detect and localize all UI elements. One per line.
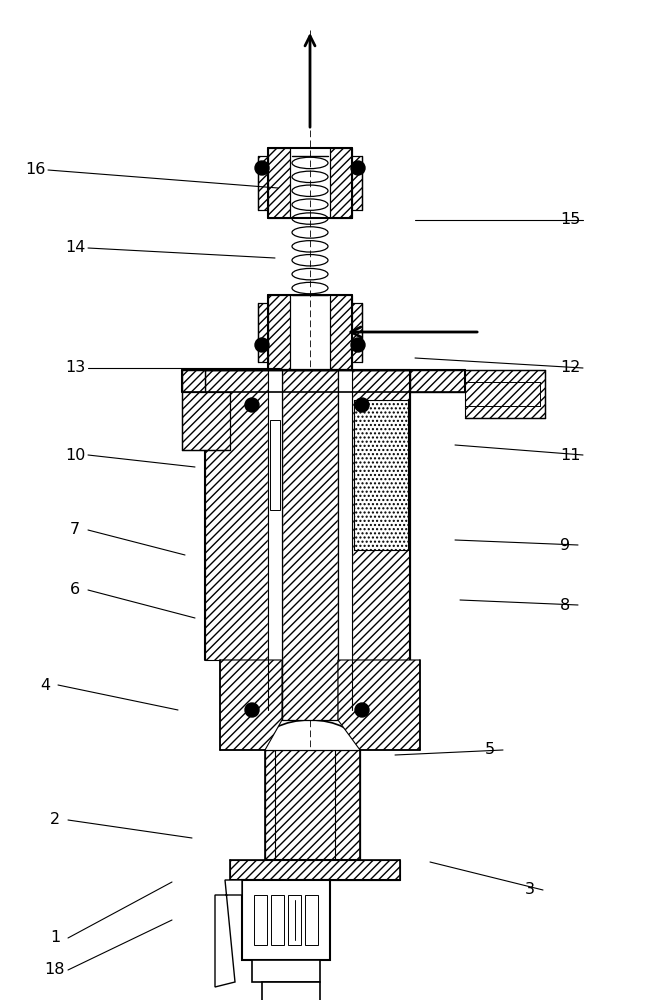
- Text: 1: 1: [50, 930, 60, 946]
- Polygon shape: [220, 660, 282, 750]
- Text: 18: 18: [45, 962, 65, 978]
- Polygon shape: [265, 750, 360, 860]
- Polygon shape: [268, 295, 290, 370]
- Circle shape: [355, 703, 369, 717]
- Polygon shape: [282, 370, 338, 720]
- Bar: [268, 370, 282, 660]
- Text: 12: 12: [560, 360, 580, 375]
- Bar: [254, 895, 267, 945]
- Polygon shape: [465, 370, 545, 418]
- Bar: [338, 370, 352, 660]
- Text: 14: 14: [65, 240, 85, 255]
- Polygon shape: [268, 148, 290, 218]
- Text: 13: 13: [65, 360, 85, 375]
- Text: 11: 11: [560, 448, 580, 462]
- Circle shape: [245, 398, 259, 412]
- Polygon shape: [354, 400, 408, 550]
- Polygon shape: [352, 303, 362, 362]
- Text: 7: 7: [70, 522, 80, 538]
- Bar: [262, 982, 320, 1000]
- Polygon shape: [330, 295, 352, 370]
- Polygon shape: [352, 370, 410, 660]
- Text: 15: 15: [560, 213, 580, 228]
- Polygon shape: [182, 392, 230, 450]
- Polygon shape: [182, 370, 465, 392]
- Circle shape: [245, 703, 259, 717]
- Polygon shape: [352, 156, 362, 210]
- Circle shape: [255, 161, 269, 175]
- Text: 5: 5: [485, 742, 495, 758]
- Polygon shape: [258, 156, 268, 210]
- Text: 3: 3: [525, 882, 535, 898]
- Circle shape: [351, 338, 365, 352]
- Circle shape: [255, 338, 269, 352]
- Polygon shape: [205, 370, 268, 660]
- Text: 10: 10: [65, 448, 85, 462]
- Polygon shape: [230, 860, 400, 880]
- Text: 2: 2: [50, 812, 60, 828]
- Circle shape: [351, 161, 365, 175]
- Bar: [270, 420, 280, 510]
- Text: 6: 6: [70, 582, 80, 597]
- Text: 4: 4: [40, 678, 50, 692]
- Polygon shape: [330, 148, 352, 218]
- Polygon shape: [258, 303, 268, 362]
- Circle shape: [355, 398, 369, 412]
- Bar: [271, 895, 284, 945]
- Bar: [305, 895, 318, 945]
- Bar: [288, 895, 301, 945]
- Text: 16: 16: [25, 162, 45, 178]
- Polygon shape: [215, 880, 242, 987]
- Bar: [252, 960, 320, 982]
- Text: 8: 8: [560, 597, 570, 612]
- Bar: [242, 880, 330, 960]
- Polygon shape: [338, 660, 420, 750]
- Text: 9: 9: [560, 538, 570, 552]
